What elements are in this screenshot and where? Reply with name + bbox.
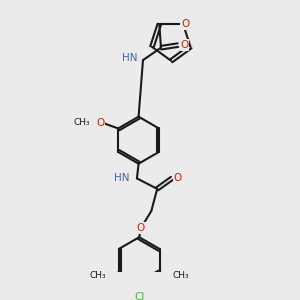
Text: O: O	[137, 223, 145, 233]
Text: CH₃: CH₃	[73, 118, 90, 127]
Text: O: O	[180, 40, 189, 50]
Text: CH₃: CH₃	[172, 271, 189, 280]
Text: O: O	[174, 173, 182, 183]
Text: HN: HN	[122, 53, 137, 64]
Text: Cl: Cl	[134, 292, 144, 300]
Text: O: O	[96, 118, 104, 128]
Text: HN: HN	[114, 173, 130, 183]
Text: O: O	[181, 19, 190, 29]
Text: CH₃: CH₃	[90, 271, 106, 280]
